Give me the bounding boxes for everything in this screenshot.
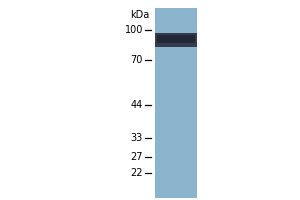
- Text: 27: 27: [130, 152, 143, 162]
- Text: 70: 70: [130, 55, 143, 65]
- FancyBboxPatch shape: [157, 35, 195, 43]
- Text: kDa: kDa: [130, 10, 149, 20]
- FancyBboxPatch shape: [155, 33, 197, 47]
- Text: 22: 22: [130, 168, 143, 178]
- Text: 100: 100: [124, 25, 143, 35]
- Text: 44: 44: [131, 100, 143, 110]
- FancyBboxPatch shape: [155, 8, 197, 198]
- Text: 33: 33: [131, 133, 143, 143]
